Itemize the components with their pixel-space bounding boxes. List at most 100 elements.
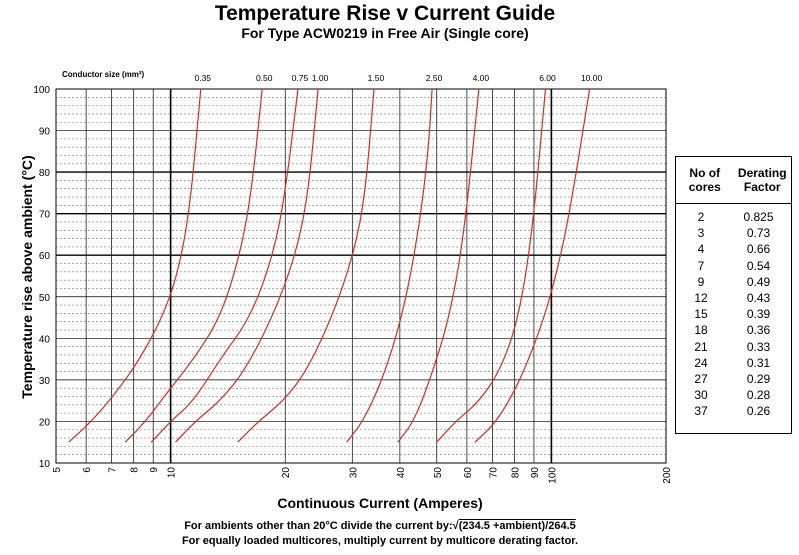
header-factor: Derating Factor	[737, 166, 787, 194]
x-tick-label: 5	[52, 467, 63, 473]
cores-cell: 4	[697, 242, 705, 257]
series-line	[150, 88, 299, 443]
y-axis-label: Temperature rise above ambient (°C)	[19, 155, 35, 399]
x-tick-label: 8	[130, 467, 141, 473]
cores-cell: 37	[694, 404, 708, 419]
conductor-size-label: Conductor size (mm²)	[62, 70, 145, 79]
factor-cell: 0.28	[746, 388, 771, 403]
cores-cell: 27	[694, 371, 708, 386]
series-label: 10.00	[581, 73, 603, 83]
y-tick-label: 50	[39, 293, 51, 304]
cores-cell: 18	[694, 323, 708, 338]
y-tick-label: 70	[39, 210, 51, 221]
plot-frame	[55, 88, 667, 464]
derating-row: 15 0.39	[676, 306, 791, 322]
series-line	[397, 88, 480, 443]
derating-row: 2 0.825	[676, 209, 791, 225]
x-tick-label: 6	[82, 467, 93, 473]
derating-row: 30 0.28	[676, 387, 791, 403]
derating-row: 3 0.73	[676, 225, 791, 241]
derating-row: 37 0.26	[676, 403, 791, 419]
footnote-ambient: For ambients other than 20°C divide the …	[0, 520, 760, 532]
header-cores: No of cores	[688, 166, 721, 194]
series-label: 6.00	[539, 73, 556, 83]
y-tick-label: 80	[39, 168, 51, 179]
chart-subtitle: For Type ACW0219 in Free Air (Single cor…	[241, 25, 529, 41]
cores-cell: 9	[697, 274, 705, 289]
footnote-ambient-text: For ambients other than 20°C divide the …	[184, 520, 453, 532]
y-tick-label: 30	[39, 376, 51, 387]
factor-cell: 0.33	[746, 339, 771, 354]
x-tick-label: 50	[433, 467, 444, 479]
derating-row: 4 0.66	[676, 241, 791, 257]
footnote-formula: (234.5 +ambient)/264.5	[458, 520, 576, 532]
series-label: 1.50	[368, 73, 385, 83]
x-tick-label: 70	[488, 467, 499, 479]
derating-row: 21 0.33	[676, 339, 791, 355]
cores-cell: 30	[694, 388, 708, 403]
series-label: 0.75	[292, 73, 309, 83]
cores-cell: 3	[697, 226, 705, 241]
factor-cell: 0.29	[746, 371, 771, 386]
x-tick-label: 40	[396, 467, 407, 479]
series-line	[474, 88, 591, 443]
footnote-multicore: For equally loaded multicores, multiply …	[181, 535, 579, 547]
factor-cell: 0.26	[746, 404, 771, 419]
x-tick-label: 9	[149, 467, 160, 473]
series-label: 2.50	[426, 73, 443, 83]
series-line	[124, 88, 263, 443]
factor-cell: 0.43	[746, 290, 771, 305]
y-tick-label: 100	[33, 85, 50, 96]
derating-row: 27 0.29	[676, 371, 791, 387]
derating-table-header: No of cores Derating Factor	[676, 157, 791, 204]
x-tick-label: 30	[348, 467, 359, 479]
series-line	[436, 88, 547, 443]
cores-cell: 21	[694, 339, 708, 354]
x-tick-label: 20	[281, 467, 292, 479]
cores-cell: 24	[694, 355, 708, 370]
derating-row: 9 0.49	[676, 274, 791, 290]
x-tick-label: 60	[463, 467, 474, 479]
chart-title: Temperature Rise v Current Guide	[214, 2, 556, 25]
y-tick-label: 40	[39, 334, 51, 345]
series-label: 0.50	[256, 73, 273, 83]
x-tick-label: 100	[547, 467, 558, 484]
x-tick-label: 90	[530, 467, 541, 479]
series-line	[237, 88, 375, 443]
derating-row: 18 0.36	[676, 322, 791, 338]
x-tick-label: 7	[108, 467, 119, 473]
y-tick-label: 60	[39, 251, 51, 262]
series-line	[175, 88, 319, 443]
y-tick-label: 10	[39, 459, 51, 470]
derating-row: 24 0.31	[676, 355, 791, 371]
y-tick-label: 90	[39, 127, 51, 138]
derating-table: No of cores Derating Factor 2 0.825 3 0.73 4…	[675, 156, 792, 434]
cores-cell: 15	[694, 307, 708, 322]
series-line	[68, 88, 202, 443]
series-label: 0.35	[194, 73, 211, 83]
y-tick-label: 20	[39, 417, 51, 428]
factor-cell: 0.49	[746, 274, 771, 289]
factor-cell: 0.39	[746, 307, 771, 322]
series-line	[346, 88, 433, 443]
x-axis-label: Continuous Current (Amperes)	[277, 495, 483, 511]
derating-row: 12 0.43	[676, 290, 791, 306]
factor-cell: 0.825	[743, 210, 774, 224]
cores-cell: 12	[694, 290, 708, 305]
x-tick-label: 80	[510, 467, 521, 479]
x-tick-label: 200	[662, 467, 673, 484]
factor-cell: 0.54	[746, 258, 771, 273]
cores-cell: 2	[697, 210, 705, 224]
factor-cell: 0.73	[746, 226, 771, 241]
factor-cell: 0.31	[746, 355, 771, 370]
cores-cell: 7	[697, 258, 705, 273]
series-label: 1.00	[312, 73, 329, 83]
derating-table-body: 2 0.825 3 0.73 4 0.66 7 0.54 9 0.49 12 0.43 15 0.39 18…	[676, 204, 791, 419]
x-tick-label: 10	[167, 467, 178, 479]
factor-cell: 0.66	[746, 242, 771, 257]
derating-row: 7 0.54	[676, 258, 791, 274]
series-label: 4.00	[473, 73, 490, 83]
sqrt-symbol: √	[452, 520, 459, 532]
factor-cell: 0.36	[746, 323, 771, 338]
